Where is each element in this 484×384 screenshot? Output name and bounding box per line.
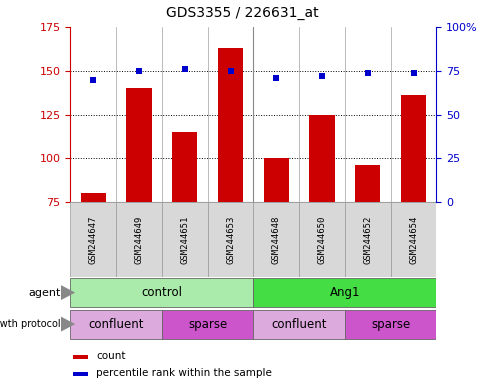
Bar bbox=[400, 95, 425, 202]
Bar bbox=[217, 48, 242, 202]
Bar bbox=[73, 372, 88, 376]
Text: growth protocol: growth protocol bbox=[0, 319, 60, 329]
Bar bbox=[126, 88, 151, 202]
Text: percentile rank within the sample: percentile rank within the sample bbox=[96, 368, 271, 378]
Bar bbox=[390, 202, 436, 277]
Text: confluent: confluent bbox=[271, 318, 326, 331]
Bar bbox=[253, 202, 299, 277]
Bar bbox=[253, 278, 436, 307]
Text: sparse: sparse bbox=[370, 318, 409, 331]
Text: count: count bbox=[96, 351, 125, 361]
Bar bbox=[116, 202, 162, 277]
Text: GSM244649: GSM244649 bbox=[134, 215, 143, 263]
Bar bbox=[70, 278, 253, 307]
Point bbox=[318, 73, 325, 79]
Point bbox=[181, 66, 188, 72]
Point bbox=[272, 75, 280, 81]
Bar bbox=[299, 202, 344, 277]
Point bbox=[409, 70, 417, 76]
Bar bbox=[344, 202, 390, 277]
Bar bbox=[344, 310, 436, 339]
Text: GSM244651: GSM244651 bbox=[180, 215, 189, 263]
Text: GSM244652: GSM244652 bbox=[363, 215, 372, 263]
Polygon shape bbox=[60, 316, 75, 332]
Bar bbox=[207, 202, 253, 277]
Bar bbox=[309, 115, 334, 202]
Bar bbox=[253, 310, 344, 339]
Bar bbox=[80, 193, 106, 202]
Text: control: control bbox=[141, 286, 182, 299]
Text: GSM244648: GSM244648 bbox=[271, 215, 280, 263]
Text: GDS3355 / 226631_at: GDS3355 / 226631_at bbox=[166, 6, 318, 20]
Bar bbox=[263, 158, 288, 202]
Text: confluent: confluent bbox=[88, 318, 144, 331]
Text: sparse: sparse bbox=[188, 318, 227, 331]
Text: GSM244647: GSM244647 bbox=[89, 215, 97, 263]
Bar bbox=[354, 165, 379, 202]
Text: GSM244654: GSM244654 bbox=[408, 215, 417, 263]
Point bbox=[226, 68, 234, 74]
Text: GSM244650: GSM244650 bbox=[317, 215, 326, 263]
Bar bbox=[70, 202, 116, 277]
Text: Ang1: Ang1 bbox=[329, 286, 360, 299]
Bar bbox=[162, 202, 207, 277]
Bar bbox=[172, 132, 197, 202]
Text: GSM244653: GSM244653 bbox=[226, 215, 235, 263]
Bar bbox=[70, 310, 162, 339]
Text: agent: agent bbox=[28, 288, 61, 298]
Point bbox=[89, 77, 97, 83]
Point bbox=[363, 70, 371, 76]
Point bbox=[135, 68, 143, 74]
Polygon shape bbox=[60, 285, 75, 300]
Bar bbox=[162, 310, 253, 339]
Bar bbox=[73, 356, 88, 359]
